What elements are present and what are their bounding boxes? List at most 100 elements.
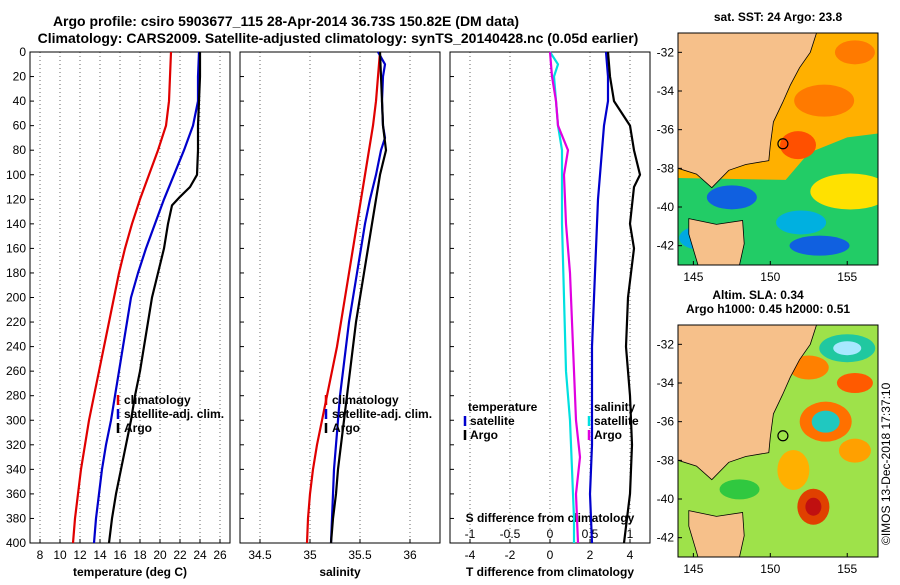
salinity-panel: 34.5 35 35.5 36 salinity climatologysatellite… xyxy=(239,51,441,579)
map-y-tick-label: -42 xyxy=(657,239,675,253)
map-y-tick-label: -32 xyxy=(657,45,675,59)
y-tick-label: 280 xyxy=(6,389,26,403)
sla-cyan-core xyxy=(811,410,840,433)
series-line-argo xyxy=(329,51,388,544)
map-field xyxy=(678,325,878,557)
y-tick-label: 100 xyxy=(6,168,26,182)
map-y-tick-label: -38 xyxy=(657,453,675,467)
sst-red-orange-patch xyxy=(780,131,816,160)
series-line-salinity-argo xyxy=(548,51,582,544)
y-tick-label: 340 xyxy=(6,462,26,476)
legend-label: salinity xyxy=(594,400,636,414)
y-tick-label: 0 xyxy=(19,45,26,59)
x-tick-label: -4 xyxy=(465,548,476,562)
x-axis-label: T difference from climatology xyxy=(466,565,634,579)
x2-tick-label: -1 xyxy=(465,527,476,541)
sst-orange-patch xyxy=(794,84,855,117)
map-field xyxy=(678,33,878,265)
difference-panel: -4 -2 0 2 4 T difference from climatology S di… xyxy=(449,51,651,579)
mainland-coastline xyxy=(678,33,817,189)
x2-tick-label: 1 xyxy=(627,527,634,541)
x-tick-label: 18 xyxy=(133,548,147,562)
series-line-temperature-satellite xyxy=(588,51,610,544)
argo-position-marker xyxy=(777,138,789,150)
sst-map-panel: 145 150 155 -32 -34 -36 -38 -40 -42 sat. SST: 24 … xyxy=(657,10,879,284)
map-frame xyxy=(677,324,879,558)
sla-yellow-blob xyxy=(777,450,810,490)
title-line-2: Climatology: CARS2009. Satellite-adjuste… xyxy=(38,30,639,46)
tasmania-coastline xyxy=(688,510,745,557)
x-tick-label: 36 xyxy=(403,548,417,562)
sla-dark-red-core xyxy=(805,497,822,516)
sla-green-blob xyxy=(719,479,760,500)
x-tick-label: 35 xyxy=(303,548,317,562)
legend-label: satellite-adj. clim. xyxy=(124,407,224,421)
map-x-tick-label: 155 xyxy=(837,562,857,576)
x-tick-label: 26 xyxy=(213,548,227,562)
x-tick-label: 4 xyxy=(627,548,634,562)
map-x-tick-label: 150 xyxy=(760,562,780,576)
map-title: sat. SST: 24 Argo: 23.8 xyxy=(714,10,843,24)
y-tick-label: 260 xyxy=(6,364,26,378)
legend-label: Argo xyxy=(470,428,498,442)
x-tick-label: 12 xyxy=(73,548,87,562)
map-y-tick-label: -40 xyxy=(657,492,675,506)
legend-label: temperature xyxy=(468,400,538,414)
y-tick-label: 320 xyxy=(6,438,26,452)
x-tick-label: 24 xyxy=(193,548,207,562)
y-tick-label: 60 xyxy=(13,119,27,133)
tasmania-coastline xyxy=(688,218,745,265)
series-line-climatology xyxy=(305,51,382,544)
sla-map-panel: 145 150 155 -32 -34 -36 -38 -40 -42 Altim. SLA: 0… xyxy=(657,288,879,576)
map-frame xyxy=(677,32,879,266)
x2-tick-label: -0.5 xyxy=(500,527,521,541)
series-line-satellite-adj-clim- xyxy=(92,51,201,544)
map-x-tick-label: 145 xyxy=(683,562,703,576)
map-y-tick-label: -38 xyxy=(657,161,675,175)
y-tick-label: 400 xyxy=(6,536,26,550)
argo-position-marker xyxy=(777,430,789,442)
sla-red-orange-blob xyxy=(836,373,873,393)
sst-yellow-patch xyxy=(810,173,878,210)
map-y-tick-label: -42 xyxy=(657,531,675,545)
x2-tick-label: 0 xyxy=(547,527,554,541)
x-axis-label: salinity xyxy=(319,565,361,579)
legend-label: climatology xyxy=(332,393,399,407)
x-tick-label: 10 xyxy=(53,548,67,562)
x-tick-label: 22 xyxy=(173,548,187,562)
map-y-tick-label: -34 xyxy=(657,376,675,390)
series-line-salinity-satellite xyxy=(549,51,576,543)
map-title-line-1: Altim. SLA: 0.34 xyxy=(712,288,804,302)
x-tick-label: 2 xyxy=(587,548,594,562)
map-x-tick-label: 155 xyxy=(837,270,857,284)
map-y-tick-label: -36 xyxy=(657,415,675,429)
map-y-tick-label: -40 xyxy=(657,200,675,214)
sst-blue-patch xyxy=(789,235,850,256)
y-tick-label: 80 xyxy=(13,143,27,157)
title-line-1: Argo profile: csiro 5903677_115 28-Apr-2… xyxy=(53,13,519,29)
x-tick-label: 0 xyxy=(547,548,554,562)
temperature-panel: 8 10 12 14 16 18 20 22 24 26020406080100120140160… xyxy=(6,45,231,579)
series-line-temperature-argo xyxy=(606,51,642,544)
watermark: ©IMOS 13-Dec-2018 17:37:10 xyxy=(879,382,893,545)
y-tick-label: 220 xyxy=(6,315,26,329)
y-tick-label: 120 xyxy=(6,192,26,206)
legend-label: satellite xyxy=(470,414,515,428)
x-tick-label: 8 xyxy=(37,548,44,562)
x-tick-label: 14 xyxy=(93,548,107,562)
y-tick-label: 160 xyxy=(6,241,26,255)
y-tick-label: 40 xyxy=(13,94,27,108)
map-x-tick-label: 145 xyxy=(683,270,703,284)
legend-label: Argo xyxy=(124,421,152,435)
x2-axis-label: S difference from climatology xyxy=(466,511,635,525)
map-title-line-2: Argo h1000: 0.45 h2000: 0.51 xyxy=(686,302,850,316)
map-x-tick-label: 150 xyxy=(760,270,780,284)
plot-frame xyxy=(449,51,651,544)
plot-frame xyxy=(239,51,441,544)
sst-orange-patch xyxy=(834,40,875,65)
map-y-tick-label: -34 xyxy=(657,84,675,98)
y-tick-label: 180 xyxy=(6,266,26,280)
map-y-tick-label: -36 xyxy=(657,123,675,137)
sla-yellow-blob xyxy=(838,438,871,463)
